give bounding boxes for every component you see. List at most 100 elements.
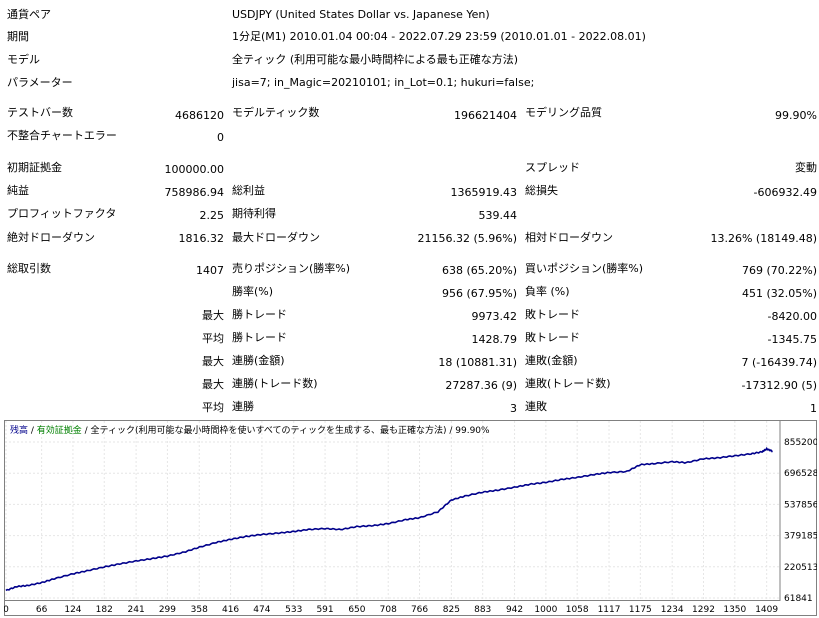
max-consec-wins-value: 18 (10881.31) [438,356,517,369]
mismatch-label: 不整合チャートエラー [7,129,117,142]
y-tick-label: 855200 [784,438,817,448]
deposit-label: 初期証拠金 [7,161,62,174]
x-tick-label: 0 [4,605,9,615]
expected-label: 期待利得 [232,207,276,220]
avg-loss-label: 敗トレード [525,331,580,344]
long-value: 769 (70.22%) [741,264,817,277]
net-value: 758986.94 [164,186,225,199]
x-tick-label: 241 [128,605,145,615]
win-label: 勝率(%) [232,285,274,298]
rel-dd-label: 相対ドローダウン [525,231,613,244]
x-tick-label: 1058 [566,605,589,615]
y-tick-label: 61841 [784,594,813,604]
x-tick-label: 1350 [723,605,746,615]
max-consec-profit-value: 27287.36 (9) [445,379,517,392]
x-tick-label: 942 [506,605,523,615]
params-label: パラメーター [7,76,73,89]
model-label: モデル [7,53,40,66]
plot-area [4,420,781,601]
average-prefix-2: 平均 [202,401,224,414]
avg-loss-value: -1345.75 [767,333,817,346]
symbol-label: 通貨ペア [7,8,51,21]
largest-prefix-3: 最大 [202,378,224,391]
avg-consec-wins-label: 連勝 [232,400,254,413]
legend-separator: / [28,426,37,436]
y-tick-label: 696528 [784,469,817,479]
x-tick-label: 299 [159,605,176,615]
avg-consec-losses-value: 1 [810,402,817,415]
largest-win-value: 9973.42 [471,310,518,323]
gross-profit-value: 1365919.43 [450,186,517,199]
x-tick-label: 883 [474,605,491,615]
x-tick-label: 474 [253,605,270,615]
x-tick-label: 124 [64,605,81,615]
rel-dd-value: 13.26% (18149.48) [710,232,817,245]
pf-label: プロフィットファクタ [7,207,117,220]
max-consec-losses-label: 連敗(金額) [525,354,578,367]
abs-dd-label: 絶対ドローダウン [7,231,95,244]
average-prefix: 平均 [202,332,224,345]
y-tick-label: 537856 [784,500,817,510]
x-tick-label: 1175 [629,605,652,615]
period-value: 1分足(M1) 2010.01.04 00:04 - 2022.07.29 23… [232,30,646,43]
legend-equity: 有効証拠金 [36,426,82,436]
total-trades-value: 1407 [196,264,224,277]
x-tick-label: 358 [191,605,208,615]
max-consec-loss-label: 連敗(トレード数) [525,377,611,390]
max-consec-loss-value: -17312.90 (5) [741,379,817,392]
max-dd-value: 21156.32 (5.96%) [417,232,517,245]
x-tick-label: 1292 [692,605,715,615]
avg-consec-wins-value: 3 [510,402,517,415]
largest-prefix: 最大 [202,309,224,322]
bars-value: 4686120 [175,109,224,122]
pf-value: 2.25 [199,209,225,222]
balance-chart: 0 66 124 182 241 299 358 416 474 533 591 650 708 766 8… [4,420,817,616]
ticks-value: 196621404 [454,109,517,122]
largest-loss-value: -8420.00 [767,310,817,323]
x-tick-label: 766 [411,605,428,615]
quality-label: モデリング品質 [525,106,602,119]
spread-label: スプレッド [525,161,580,174]
quality-value: 99.90% [775,109,817,122]
x-tick-label: 708 [380,605,397,615]
ticks-label: モデルティック数 [232,106,320,119]
y-tick-label: 379185 [784,532,817,542]
expected-value: 539.44 [478,209,518,222]
max-consec-profit-label: 連勝(トレード数) [232,377,318,390]
period-label: 期間 [7,30,29,43]
avg-consec-losses-label: 連敗 [525,400,547,413]
x-tick-label: 1409 [755,605,778,615]
max-consec-losses-value: 7 (-16439.74) [741,356,817,369]
x-tick-label: 416 [222,605,239,615]
largest-loss-label: 敗トレード [525,308,580,321]
x-tick-label: 1117 [598,605,621,615]
legend-description: / 全ティック(利用可能な最小時間枠を使いすべてのティックを生成する、最も正確な… [81,426,490,436]
x-tick-label: 182 [96,605,113,615]
x-tick-label: 533 [285,605,302,615]
gross-loss-label: 総損失 [525,184,558,197]
x-tick-label: 66 [36,605,48,615]
y-tick-label: 220513 [784,563,817,573]
long-label: 買いポジション(勝率%) [525,262,644,275]
symbol-value: USDJPY (United States Dollar vs. Japanes… [232,8,490,21]
win-value: 956 (67.95%) [441,287,517,300]
model-value: 全ティック (利用可能な最小時間枠による最も正確な方法) [232,53,519,66]
abs-dd-value: 1816.32 [178,232,225,245]
avg-win-label: 勝トレード [232,331,287,344]
gross-profit-label: 総利益 [232,184,265,197]
bars-label: テストバー数 [7,106,73,119]
balance-line [5,446,773,592]
x-tick-label: 650 [348,605,365,615]
gross-loss-value: -606932.49 [753,186,817,199]
loss-label: 負率 (%) [525,285,570,298]
x-tick-label: 1000 [534,605,557,615]
deposit-value: 100000.00 [164,163,225,176]
params-value: jisa=7; in_Magic=20210101; in_Lot=0.1; h… [232,76,535,89]
short-label: 売りポジション(勝率%) [232,262,351,275]
largest-prefix-2: 最大 [202,355,224,368]
legend-balance: 残高 [10,426,29,436]
loss-value: 451 (32.05%) [741,287,817,300]
largest-win-label: 勝トレード [232,308,287,321]
total-trades-label: 総取引数 [7,262,51,275]
chart-legend: 残高 / 有効証拠金 / 全ティック(利用可能な最小時間枠を使いすべてのティック… [10,426,490,437]
